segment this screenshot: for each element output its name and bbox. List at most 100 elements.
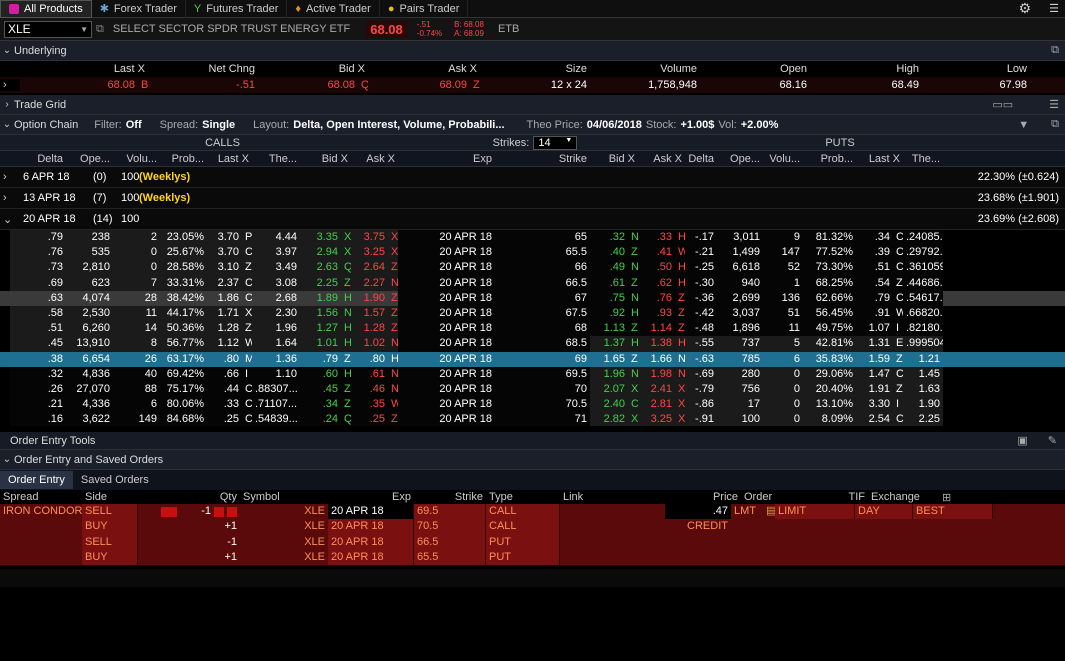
option-cell[interactable]: 3.75 [351, 230, 388, 246]
option-cell[interactable]: N [628, 290, 638, 306]
link-field[interactable] [560, 504, 665, 519]
tab-active-trader[interactable]: ♦ Active Trader [287, 0, 380, 18]
option-cell[interactable]: .61 [351, 366, 388, 382]
option-cell[interactable]: .92 [590, 305, 628, 322]
col-call-prob[interactable]: Prob... [171, 152, 204, 165]
option-cell[interactable]: N [675, 366, 685, 382]
option-cell[interactable]: X [628, 412, 638, 426]
spread-value[interactable]: Single [202, 118, 236, 131]
option-cell[interactable]: 1.57 [351, 305, 388, 322]
trade-grid-header[interactable]: › Trade Grid ▭▭ ☰ [0, 95, 1065, 115]
link-field[interactable] [560, 519, 665, 534]
option-cell[interactable]: 3.25 [351, 245, 388, 261]
theo-vol[interactable]: +2.00% [740, 118, 779, 131]
option-cell[interactable]: Z [675, 305, 685, 322]
tab-futures-trader[interactable]: Y Futures Trader [186, 0, 288, 18]
order-leg-row[interactable]: BUY +1 XLE 20 APR 18 70.5 CALL CREDIT [0, 519, 1065, 535]
option-cell[interactable]: N [388, 366, 398, 382]
option-cell[interactable]: Q [341, 260, 351, 276]
symbol-field[interactable]: XLE [304, 535, 325, 548]
col-call-bid[interactable]: Bid X [321, 152, 348, 165]
order-leg-row[interactable]: BUY +1 XLE 20 APR 18 65.5 PUT [0, 549, 1065, 566]
option-cell[interactable]: 2.94 [300, 245, 341, 261]
option-cell[interactable]: .60 [300, 366, 341, 382]
option-row[interactable]: .69 623 7 33.31% 2.37 C 3.08 2.25 Z 2.27 N 20 APR 1… [0, 275, 1065, 291]
col-put-bid[interactable]: Bid X [608, 152, 635, 165]
option-cell[interactable]: X [341, 230, 351, 246]
option-cell[interactable]: .62 [638, 275, 675, 291]
option-cell[interactable]: .49 [590, 260, 628, 276]
option-cell[interactable]: .33 [638, 230, 675, 246]
option-cell[interactable]: 1.02 [351, 336, 388, 352]
col-call-volume[interactable]: Volu... [126, 152, 157, 165]
col-put-delta[interactable]: Delta [688, 152, 714, 165]
option-cell[interactable]: X [341, 245, 351, 261]
side-field[interactable]: SELL [82, 534, 138, 550]
option-cell[interactable]: H [341, 366, 351, 382]
qty-stepper[interactable] [214, 506, 224, 517]
option-cell[interactable]: Z [341, 275, 351, 291]
chevron-right-icon[interactable]: › [0, 79, 20, 91]
price-field[interactable]: .47 [665, 504, 731, 520]
option-cell[interactable]: H [391, 352, 398, 365]
option-cell[interactable]: Z [628, 275, 638, 291]
exp-field[interactable]: 20 APR 18 [328, 534, 414, 550]
theo-stock[interactable]: +1.00$ [680, 118, 715, 131]
popout-icon[interactable]: ⧉ [1051, 118, 1059, 130]
share-icon[interactable]: ⧉ [96, 22, 104, 35]
option-cell[interactable]: .79 [322, 352, 338, 365]
option-cell[interactable]: 1.96 [590, 366, 628, 382]
tab-saved-orders[interactable]: Saved Orders [80, 474, 149, 486]
option-cell[interactable]: 1.14 [638, 321, 675, 337]
menu-icon[interactable]: ☰ [1049, 99, 1059, 111]
col-put-prob[interactable]: Prob... [820, 152, 853, 165]
tab-order-entry[interactable]: Order Entry [0, 471, 73, 489]
tab-all-products[interactable]: All Products [0, 0, 92, 18]
option-cell[interactable]: 1.01 [300, 336, 341, 352]
exp-field[interactable]: 20 APR 18 [328, 519, 414, 535]
option-cell[interactable]: 1.13 [590, 321, 628, 337]
option-cell[interactable]: 2.64 [351, 260, 388, 276]
side-field[interactable]: BUY [82, 549, 138, 566]
option-row[interactable]: .32 4,836 40 69.42% .66 I 1.10.60 H .61 N 20 APR 1… [0, 366, 1065, 382]
chevron-down-icon[interactable]: ⌄ [2, 45, 12, 56]
col-call-theo[interactable]: The... [268, 152, 297, 165]
spread-name[interactable]: IRON CONDOR [3, 505, 82, 517]
option-chain-title[interactable]: Option Chain [14, 118, 79, 131]
type-field[interactable]: CALL [486, 519, 560, 535]
symbol-field[interactable]: XLE [304, 520, 325, 533]
option-cell[interactable]: .24 [300, 412, 341, 426]
option-row[interactable]: .63 4,074 28 38.42% 1.86 C 2.68 1.89 H 1.90 Z 20 AP… [0, 290, 1065, 306]
option-cell[interactable]: 2.07 [590, 381, 628, 398]
side-field[interactable]: SELL [82, 504, 138, 520]
option-cell[interactable]: .34 [300, 397, 341, 413]
option-row[interactable]: .38 6,654 26 63.17% .80 M 1.36 .79 Z .80 H 20 APR 1… [0, 351, 1065, 367]
option-cell[interactable]: W [388, 397, 398, 413]
option-cell[interactable]: H [341, 321, 351, 337]
strike-field[interactable]: 69.5 [414, 504, 486, 520]
side-field[interactable]: BUY [82, 519, 138, 535]
option-row[interactable]: .45 13,910 8 56.77% 1.12 W 1.64 1.01 H 1.02 N 20 AP… [0, 336, 1065, 352]
option-cell[interactable]: 1.65 [603, 352, 625, 365]
option-cell[interactable]: .93 [638, 305, 675, 322]
option-cell[interactable]: Z [628, 321, 638, 337]
option-row[interactable]: .16 3,622 149 84.68% .25 C .54839... .24 Q .25 Z 20… [0, 412, 1065, 426]
order-entry-saved-header[interactable]: ⌄ Order Entry and Saved Orders [0, 450, 1065, 470]
option-cell[interactable]: 1.38 [638, 336, 675, 352]
option-cell[interactable]: H [675, 275, 685, 291]
option-cell[interactable]: 2.40 [590, 397, 628, 413]
option-cell[interactable]: N [388, 275, 398, 291]
option-cell[interactable]: .32 [590, 230, 628, 246]
col-strike[interactable]: Strike [558, 152, 587, 165]
option-cell[interactable]: .46 [351, 381, 388, 398]
option-cell[interactable]: Z [628, 245, 638, 261]
option-cell[interactable]: 1.98 [638, 366, 675, 382]
expiration-row[interactable]: › 13 APR 18 (7) 100 (Weeklys) 23.68% (±1… [0, 188, 1065, 209]
exp-field[interactable]: 20 APR 18 [328, 549, 414, 566]
filter-value[interactable]: Off [125, 118, 142, 131]
option-cell[interactable]: .75 [590, 290, 628, 306]
col-call-ask[interactable]: Ask X [366, 152, 395, 165]
option-cell[interactable]: X [675, 412, 685, 426]
col-exp[interactable]: Exp [473, 152, 492, 165]
option-cell[interactable]: N [388, 381, 398, 398]
